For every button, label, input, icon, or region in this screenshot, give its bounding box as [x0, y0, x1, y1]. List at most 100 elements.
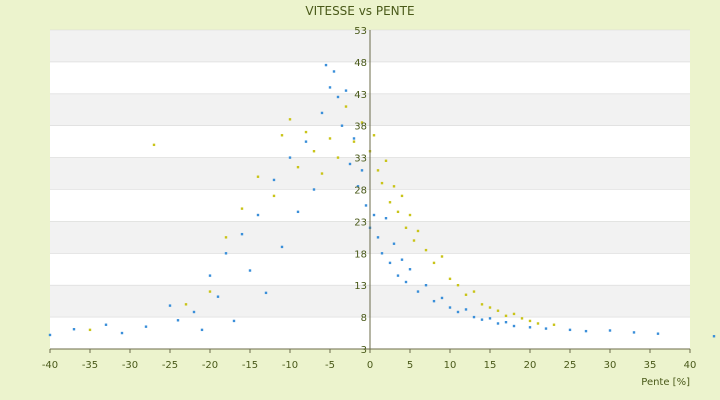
data-point	[352, 137, 356, 140]
data-point	[464, 293, 468, 296]
data-point	[360, 169, 364, 172]
data-point	[348, 162, 352, 166]
data-point	[372, 213, 376, 217]
data-point	[408, 213, 412, 217]
data-point	[272, 194, 276, 198]
data-point	[424, 284, 428, 287]
data-point	[104, 323, 108, 326]
data-point	[304, 140, 308, 143]
data-point	[240, 207, 244, 210]
x-tick-label: -5	[325, 360, 335, 371]
data-point	[488, 317, 492, 320]
data-point	[280, 134, 284, 137]
data-point	[408, 268, 412, 271]
data-point	[512, 324, 516, 328]
data-point	[344, 89, 348, 92]
x-tick-label: -15	[242, 360, 258, 371]
data-point	[332, 70, 336, 73]
data-point	[488, 306, 492, 309]
x-tick-label: -40	[42, 360, 58, 371]
y-tick-label: 53	[354, 26, 367, 37]
data-point	[208, 290, 212, 293]
data-point	[356, 185, 360, 188]
data-point	[712, 335, 716, 338]
data-point	[512, 312, 516, 316]
data-point	[272, 178, 276, 182]
data-point	[72, 328, 76, 331]
data-point	[536, 322, 540, 325]
data-point	[320, 172, 324, 175]
data-point	[232, 319, 236, 323]
data-point	[380, 252, 384, 255]
data-point	[224, 236, 228, 239]
x-tick-labels: -40 -35 -30 -25 -20 -15 -10 -5 0 5 10 15 20 25 30 35 40	[42, 349, 696, 371]
data-point	[88, 328, 92, 332]
data-point	[432, 261, 436, 265]
data-point	[384, 159, 388, 162]
data-point	[456, 310, 460, 314]
data-point	[288, 118, 292, 121]
data-point	[328, 86, 332, 89]
data-point	[496, 309, 500, 312]
data-point	[144, 325, 148, 328]
data-point	[424, 248, 428, 252]
data-point	[248, 269, 252, 272]
data-point	[372, 134, 376, 137]
data-point	[416, 290, 420, 293]
data-point	[312, 188, 316, 191]
x-axis-title: Pente [%]	[641, 377, 690, 388]
data-point	[584, 329, 588, 333]
data-point	[240, 232, 244, 236]
data-point	[392, 185, 396, 188]
data-point	[336, 156, 340, 159]
data-point	[296, 210, 300, 214]
y-tick-label: 3	[361, 345, 367, 356]
data-point	[388, 261, 392, 265]
data-point	[376, 236, 380, 239]
data-point	[364, 204, 368, 207]
y-tick-label: 48	[354, 58, 367, 69]
x-tick-label: -10	[282, 360, 298, 371]
data-point	[480, 303, 484, 306]
data-point	[472, 315, 476, 319]
x-tick-label: 30	[604, 360, 617, 371]
x-tick-label: -25	[162, 360, 178, 371]
y-tick-label: 8	[361, 313, 367, 324]
data-point	[396, 210, 400, 214]
data-point	[480, 318, 484, 321]
data-point	[360, 121, 364, 124]
data-point	[256, 175, 260, 178]
data-point	[336, 95, 340, 99]
chart-title: VITESSE vs PENTE	[305, 4, 414, 18]
x-tick-label: -35	[82, 360, 98, 371]
y-tick-label: 18	[354, 249, 367, 260]
x-tick-label: -30	[122, 360, 138, 371]
data-point	[328, 137, 332, 140]
x-tick-label: 20	[524, 360, 537, 371]
x-tick-label: 0	[367, 360, 373, 371]
data-point	[464, 308, 468, 311]
data-point	[456, 284, 460, 287]
data-point	[448, 277, 452, 281]
data-point	[224, 252, 228, 255]
data-points	[48, 63, 716, 338]
data-point	[256, 213, 260, 217]
data-point	[380, 181, 384, 185]
x-tick-label: 15	[484, 360, 497, 371]
data-point	[392, 242, 396, 245]
data-point	[320, 111, 324, 115]
x-tick-label: 10	[444, 360, 457, 371]
data-point	[48, 333, 52, 337]
data-point	[312, 150, 316, 153]
y-tick-label: 23	[354, 217, 367, 228]
data-point	[496, 322, 500, 325]
data-point	[280, 245, 284, 249]
data-point	[192, 310, 196, 314]
data-point	[216, 295, 220, 298]
data-point	[440, 255, 444, 258]
data-point	[504, 321, 508, 324]
data-point	[304, 130, 308, 134]
data-point	[396, 274, 400, 277]
x-tick-label: 5	[407, 360, 413, 371]
